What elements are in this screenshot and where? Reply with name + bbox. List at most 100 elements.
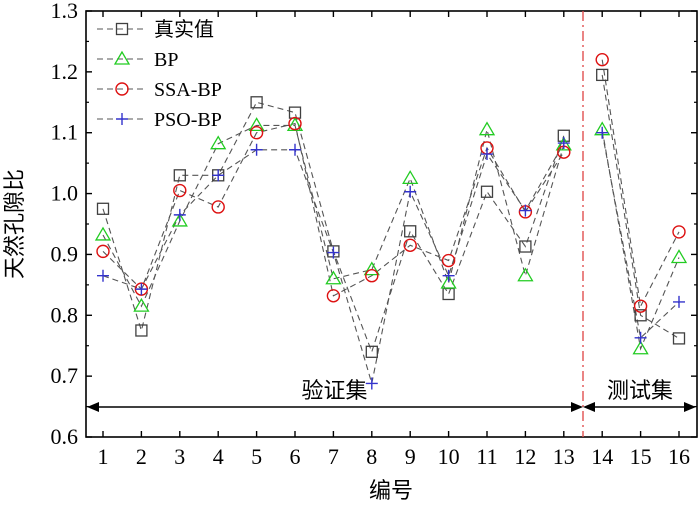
data-point <box>289 143 301 156</box>
data-point <box>519 204 532 217</box>
x-tick-label: 14 <box>591 444 613 469</box>
data-point <box>97 269 109 282</box>
data-point <box>248 117 265 132</box>
y-axis: 0.6 0.7 0.8 0.9 1.0 1.1 1.2 1.3 <box>51 0 697 449</box>
x-tick-label: 11 <box>476 444 497 469</box>
data-point <box>365 377 378 390</box>
data-point <box>478 121 496 136</box>
region-arrow-head <box>571 402 583 412</box>
data-point <box>596 68 609 82</box>
data-point <box>402 170 419 185</box>
legend-marker <box>116 113 128 125</box>
data-point <box>672 332 686 345</box>
data-point <box>171 212 188 227</box>
x-tick-label: 1 <box>98 444 109 469</box>
data-point <box>365 269 379 283</box>
data-point <box>212 169 225 182</box>
series-line <box>102 142 565 384</box>
data-point <box>517 267 534 282</box>
legend-label: BP <box>154 49 178 71</box>
y-tick-label: 0.6 <box>51 424 79 449</box>
data-point <box>288 116 302 131</box>
legend-label: SSA-BP <box>154 79 222 101</box>
series-line <box>102 122 565 297</box>
data-point <box>327 246 340 259</box>
data-point <box>404 225 417 238</box>
data-point <box>173 208 186 221</box>
series-line <box>601 59 680 308</box>
data-point <box>286 117 304 132</box>
series-line <box>102 124 565 308</box>
y-tick-label: 1.3 <box>51 0 79 23</box>
data-point <box>135 283 148 296</box>
series-markers <box>94 52 688 390</box>
data-point <box>94 226 112 241</box>
region-arrow-head <box>684 402 696 412</box>
data-point <box>557 137 570 150</box>
x-tick-label: 12 <box>514 444 536 469</box>
x-tick-label: 10 <box>438 444 460 469</box>
x-tick-label: 8 <box>366 444 377 469</box>
data-point <box>442 287 455 301</box>
legend-label: PSO-BP <box>154 109 222 131</box>
data-point <box>596 126 609 139</box>
data-point <box>442 269 455 282</box>
data-point <box>519 240 532 253</box>
data-point <box>673 295 685 308</box>
left-region-label: 验证集 <box>301 379 367 404</box>
legend-label: 真实值 <box>154 18 214 41</box>
y-tick-label: 0.9 <box>51 241 79 266</box>
data-point <box>326 289 341 303</box>
data-point <box>210 135 227 150</box>
data-point <box>250 96 263 109</box>
legend-marker <box>113 50 131 65</box>
x-tick-label: 16 <box>668 444 690 469</box>
x-tick-label: 5 <box>251 444 262 469</box>
data-point <box>634 331 647 344</box>
x-tick-label: 2 <box>136 444 147 469</box>
right-region-label: 测试集 <box>607 379 673 404</box>
data-point <box>481 148 493 161</box>
y-tick-label: 1.2 <box>51 59 79 84</box>
data-point <box>135 324 148 337</box>
y-tick-label: 1.1 <box>51 120 79 145</box>
data-point <box>173 183 187 198</box>
data-point <box>595 52 609 67</box>
data-point <box>480 185 494 198</box>
y-tick-label: 0.7 <box>51 363 79 388</box>
data-point <box>250 143 263 156</box>
plot-frame <box>85 10 698 438</box>
data-point <box>404 185 417 198</box>
data-point <box>96 202 110 215</box>
data-point <box>634 309 647 322</box>
x-axis-title: 编号 <box>369 479 413 504</box>
data-point <box>670 249 688 264</box>
x-axis: 1 2 3 4 5 6 7 8 9 10 11 12 13 14 15 16 <box>98 11 690 469</box>
legend-marker <box>115 22 129 36</box>
data-point <box>249 126 264 140</box>
data-point <box>672 225 686 239</box>
data-point <box>633 299 648 313</box>
x-tick-label: 9 <box>405 444 416 469</box>
y-tick-label: 1.0 <box>51 181 79 206</box>
x-tick-label: 13 <box>553 444 575 469</box>
x-tick-label: 15 <box>630 444 652 469</box>
data-point <box>441 253 456 268</box>
data-point <box>403 238 417 253</box>
y-axis-title: 天然孔隙比 <box>3 169 28 279</box>
region-arrow-head <box>87 402 99 412</box>
data-point <box>133 297 150 312</box>
y-tick-label: 0.8 <box>51 302 79 327</box>
legend-marker <box>115 82 129 96</box>
x-tick-label: 6 <box>290 444 301 469</box>
x-tick-label: 4 <box>213 444 224 469</box>
region-arrow-head <box>583 402 595 412</box>
data-point <box>96 244 110 259</box>
data-point <box>632 340 649 355</box>
legend: 真实值 BP SSA-BP PSO-BP <box>97 18 222 131</box>
series-line <box>102 101 565 354</box>
data-point <box>555 136 572 151</box>
data-point <box>325 270 342 285</box>
data-point <box>288 106 302 119</box>
data-point <box>440 274 457 289</box>
